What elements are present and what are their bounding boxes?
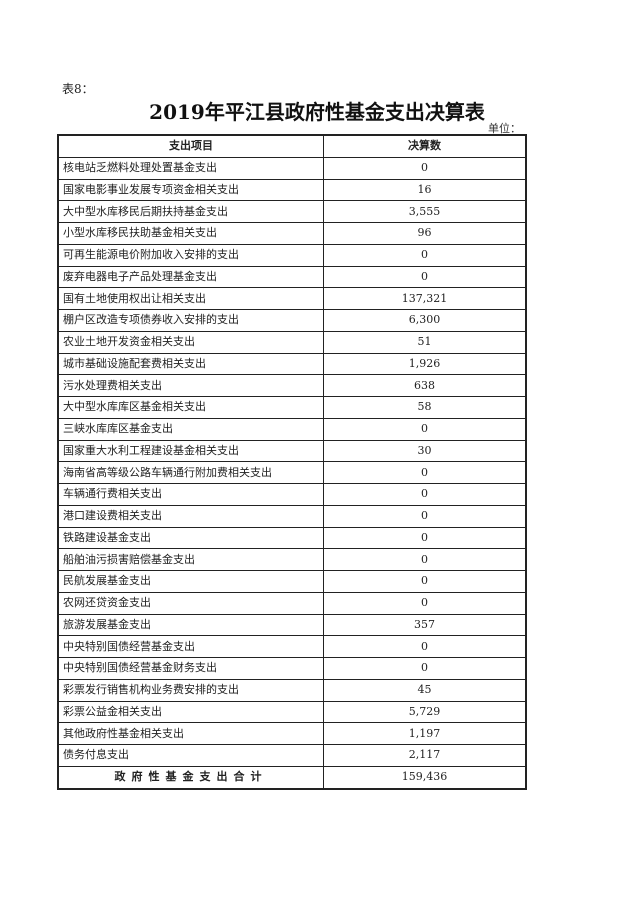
row-item-name: 债务付息支出 — [57, 744, 324, 767]
table-row: 债务付息支出 2,117 — [57, 744, 527, 767]
row-item-name: 中央特别国债经营基金支出 — [57, 635, 324, 658]
row-amount: 0 — [323, 156, 527, 180]
row-amount: 58 — [323, 396, 527, 419]
table-row: 船舶油污损害赔偿基金支出 0 — [57, 548, 527, 571]
row-item-name: 核电站乏燃料处理处置基金支出 — [57, 156, 324, 180]
row-item-name: 车辆通行费相关支出 — [57, 483, 324, 506]
row-item-name: 船舶油污损害赔偿基金支出 — [57, 548, 324, 571]
table-row: 海南省高等级公路车辆通行附加费相关支出 0 — [57, 461, 527, 484]
row-amount: 6,300 — [323, 309, 527, 332]
row-item-name: 农网还贷资金支出 — [57, 591, 324, 615]
table-row: 其他政府性基金相关支出 1,197 — [57, 722, 527, 745]
row-amount: 96 — [323, 222, 527, 245]
total-amount: 159,436 — [323, 765, 527, 790]
row-amount: 51 — [323, 330, 527, 354]
row-amount: 0 — [323, 243, 527, 267]
table-label: 表8： — [62, 82, 94, 96]
row-item-name: 彩票发行销售机构业务费安排的支出 — [57, 678, 324, 702]
row-amount: 16 — [323, 178, 527, 202]
table-row: 污水处理费相关支出 638 — [57, 374, 527, 397]
row-amount: 0 — [323, 635, 527, 658]
table-row: 中央特别国债经营基金财务支出 0 — [57, 657, 527, 680]
row-amount: 0 — [323, 417, 527, 441]
column-header-amount: 决算数 — [323, 134, 527, 158]
row-item-name: 三峡水库库区基金支出 — [57, 417, 324, 441]
row-amount: 0 — [323, 483, 527, 506]
row-amount: 137,321 — [323, 287, 527, 310]
row-item-name: 农业土地开发资金相关支出 — [57, 330, 324, 354]
row-amount: 0 — [323, 265, 527, 289]
table-row: 中央特别国债经营基金支出 0 — [57, 635, 527, 658]
expenditure-table: 支出项目 决算数 核电站乏燃料处理处置基金支出 0 国家电影事业发展专项资金相关支出… — [57, 134, 527, 790]
row-item-name: 民航发展基金支出 — [57, 570, 324, 593]
row-item-name: 大中型水库库区基金相关支出 — [57, 396, 324, 419]
row-amount: 0 — [323, 548, 527, 571]
table-row: 民航发展基金支出 0 — [57, 570, 527, 593]
table-row: 棚户区改造专项债券收入安排的支出 6,300 — [57, 309, 527, 332]
row-amount: 2,117 — [323, 744, 527, 767]
table-row: 三峡水库库区基金支出 0 — [57, 417, 527, 441]
row-amount: 0 — [323, 504, 527, 528]
row-amount: 0 — [323, 526, 527, 550]
row-item-name: 城市基础设施配套费相关支出 — [57, 352, 324, 376]
column-header-item: 支出项目 — [57, 134, 324, 158]
row-item-name: 废弃电器电子产品处理基金支出 — [57, 265, 324, 289]
row-item-name: 可再生能源电价附加收入安排的支出 — [57, 243, 324, 267]
table-row: 废弃电器电子产品处理基金支出 0 — [57, 265, 527, 289]
unit-label: 单位： — [488, 122, 521, 135]
table-row: 铁路建设基金支出 0 — [57, 526, 527, 550]
table-row: 车辆通行费相关支出 0 — [57, 483, 527, 506]
row-amount: 30 — [323, 439, 527, 463]
table-row: 可再生能源电价附加收入安排的支出 0 — [57, 243, 527, 267]
row-item-name: 大中型水库移民后期扶持基金支出 — [57, 200, 324, 223]
row-item-name: 其他政府性基金相关支出 — [57, 722, 324, 745]
row-amount: 1,926 — [323, 352, 527, 376]
row-item-name: 海南省高等级公路车辆通行附加费相关支出 — [57, 461, 324, 484]
table-row: 农业土地开发资金相关支出 51 — [57, 330, 527, 354]
table-row: 农网还贷资金支出 0 — [57, 591, 527, 615]
row-item-name: 污水处理费相关支出 — [57, 374, 324, 397]
row-item-name: 港口建设费相关支出 — [57, 504, 324, 528]
row-amount: 357 — [323, 613, 527, 637]
row-amount: 0 — [323, 657, 527, 680]
table-row: 大中型水库移民后期扶持基金支出 3,555 — [57, 200, 527, 223]
total-row: 政府性基金支出合计 159,436 — [57, 765, 527, 790]
table-row: 旅游发展基金支出 357 — [57, 613, 527, 637]
table-row: 大中型水库库区基金相关支出 58 — [57, 396, 527, 419]
table-row: 城市基础设施配套费相关支出 1,926 — [57, 352, 527, 376]
row-amount: 0 — [323, 570, 527, 593]
table-row: 港口建设费相关支出 0 — [57, 504, 527, 528]
row-item-name: 国有土地使用权出让相关支出 — [57, 287, 324, 310]
table-row: 小型水库移民扶助基金相关支出 96 — [57, 222, 527, 245]
table-row: 国有土地使用权出让相关支出 137,321 — [57, 287, 527, 310]
row-amount: 638 — [323, 374, 527, 397]
row-item-name: 国家电影事业发展专项资金相关支出 — [57, 178, 324, 202]
row-amount: 0 — [323, 591, 527, 615]
table-row: 彩票公益金相关支出 5,729 — [57, 700, 527, 724]
row-item-name: 小型水库移民扶助基金相关支出 — [57, 222, 324, 245]
row-item-name: 中央特别国债经营基金财务支出 — [57, 657, 324, 680]
row-amount: 5,729 — [323, 700, 527, 724]
row-item-name: 棚户区改造专项债券收入安排的支出 — [57, 309, 324, 332]
table-row: 彩票发行销售机构业务费安排的支出 45 — [57, 678, 527, 702]
row-item-name: 旅游发展基金支出 — [57, 613, 324, 637]
total-label: 政府性基金支出合计 — [57, 765, 324, 790]
row-item-name: 铁路建设基金支出 — [57, 526, 324, 550]
row-amount: 3,555 — [323, 200, 527, 223]
row-item-name: 国家重大水利工程建设基金相关支出 — [57, 439, 324, 463]
page-title: 2019年平江县政府性基金支出决算表 — [149, 100, 485, 124]
table-header-row: 支出项目 决算数 — [57, 134, 527, 158]
table-row: 国家重大水利工程建设基金相关支出 30 — [57, 439, 527, 463]
row-item-name: 彩票公益金相关支出 — [57, 700, 324, 724]
row-amount: 0 — [323, 461, 527, 484]
table-row: 核电站乏燃料处理处置基金支出 0 — [57, 156, 527, 180]
row-amount: 1,197 — [323, 722, 527, 745]
row-amount: 45 — [323, 678, 527, 702]
table-row: 国家电影事业发展专项资金相关支出 16 — [57, 178, 527, 202]
